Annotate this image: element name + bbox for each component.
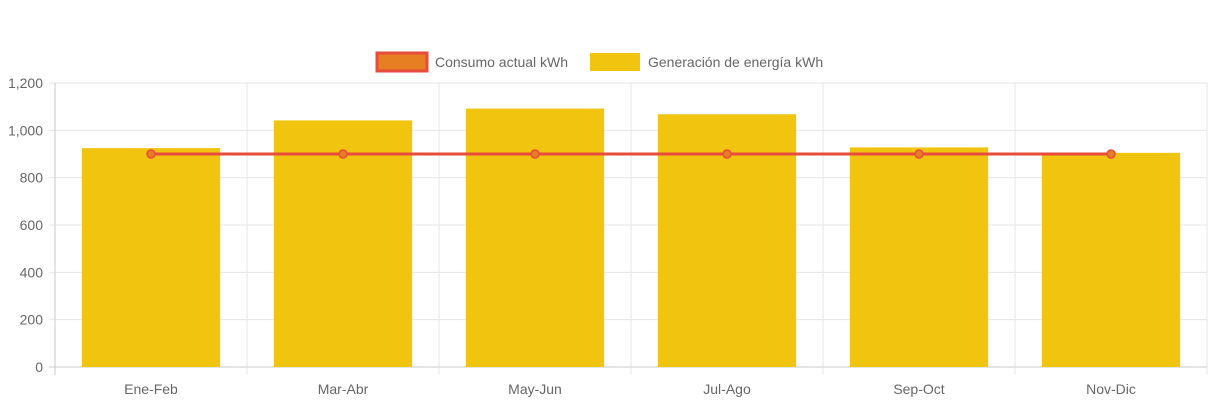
legend-item-generacion[interactable]: Generación de energía kWh <box>590 53 823 71</box>
x-tick-label: Mar-Abr <box>318 381 369 397</box>
y-tick-label: 200 <box>20 312 44 328</box>
legend-swatch-consumo <box>375 51 429 73</box>
x-tick-label: Jul-Ago <box>703 381 751 397</box>
bar-generacion-sep-oct[interactable] <box>849 147 989 367</box>
axes: 0 200 400 600 800 1,000 1,200 Ene-Feb Mar-Abr May… <box>8 75 1136 397</box>
line-series-consumo <box>146 149 1116 159</box>
legend-label-generacion: Generación de energía kWh <box>648 54 823 70</box>
legend-item-consumo[interactable]: Consumo actual kWh <box>375 51 568 73</box>
x-tick-label: Ene-Feb <box>124 381 178 397</box>
bar-generacion-nov-dic[interactable] <box>1041 152 1181 367</box>
point-consumo-jul-ago[interactable] <box>722 149 732 159</box>
y-tick-label: 1,000 <box>8 122 43 138</box>
x-tick-label: Nov-Dic <box>1086 381 1136 397</box>
point-consumo-sep-oct[interactable] <box>914 149 924 159</box>
y-tick-label: 400 <box>20 264 44 280</box>
legend-label-consumo: Consumo actual kWh <box>435 54 568 70</box>
legend: Consumo actual kWh Generación de energía… <box>375 51 823 73</box>
y-tick-label: 1,200 <box>8 75 43 91</box>
y-tick-label: 600 <box>20 217 44 233</box>
bar-series-generacion <box>81 108 1181 368</box>
x-tick-label: May-Jun <box>508 381 562 397</box>
x-tick-label: Sep-Oct <box>893 381 944 397</box>
point-consumo-nov-dic[interactable] <box>1106 149 1116 159</box>
point-consumo-ene-feb[interactable] <box>146 149 156 159</box>
y-tick-label: 0 <box>35 359 43 375</box>
point-consumo-may-jun[interactable] <box>530 149 540 159</box>
bar-generacion-mar-abr[interactable] <box>273 120 413 367</box>
point-consumo-mar-abr[interactable] <box>338 149 348 159</box>
y-tick-label: 800 <box>20 170 44 186</box>
bar-generacion-ene-feb[interactable] <box>81 148 221 367</box>
legend-swatch-generacion <box>590 53 640 71</box>
bar-generacion-may-jun[interactable] <box>465 108 605 367</box>
grid <box>49 82 1208 375</box>
